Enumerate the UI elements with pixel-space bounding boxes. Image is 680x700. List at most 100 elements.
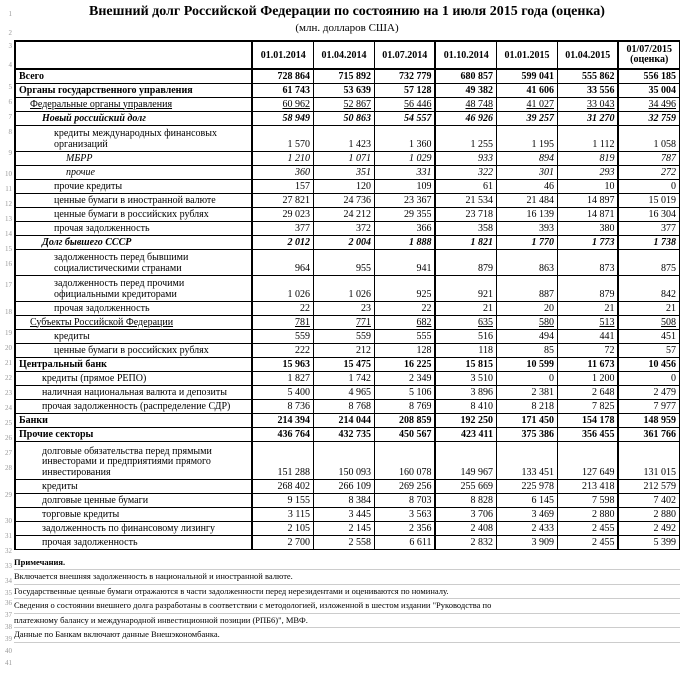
cell-value: 29 023 bbox=[252, 208, 313, 222]
cell-value: 2 479 bbox=[618, 386, 679, 400]
cell-value: 23 718 bbox=[435, 208, 496, 222]
cell-value: 2 012 bbox=[252, 236, 313, 250]
cell-value: 380 bbox=[557, 222, 618, 236]
cell-value: 360 bbox=[252, 166, 313, 180]
cell-value: 559 bbox=[313, 330, 374, 344]
cell-value: 15 815 bbox=[435, 358, 496, 372]
spreadsheet-view: 1234567891011121314151617181920212223242… bbox=[0, 4, 680, 643]
row-label: торговые кредиты bbox=[15, 508, 252, 522]
cell-value: 1 255 bbox=[435, 126, 496, 152]
cell-value: 27 821 bbox=[252, 194, 313, 208]
cell-value: 8 384 bbox=[313, 494, 374, 508]
cell-value: 513 bbox=[557, 316, 618, 330]
table-row: задолженность перед прочими официальными… bbox=[15, 276, 680, 302]
col-header: 01/07/2015 (оценка) bbox=[618, 41, 679, 69]
cell-value: 964 bbox=[252, 250, 313, 276]
cell-value: 423 411 bbox=[435, 428, 496, 442]
cell-value: 787 bbox=[618, 152, 679, 166]
cell-value: 2 408 bbox=[435, 522, 496, 536]
cell-value: 680 857 bbox=[435, 69, 496, 84]
col-header: 01.07.2014 bbox=[374, 41, 435, 69]
cell-value: 3 706 bbox=[435, 508, 496, 522]
cell-value: 508 bbox=[618, 316, 679, 330]
table-row: прочая задолженность22232221202121 bbox=[15, 302, 680, 316]
cell-value: 559 bbox=[252, 330, 313, 344]
row-label: прочие bbox=[15, 166, 252, 180]
footnote-line: Сведения о состоянии внешнего долга разр… bbox=[14, 599, 680, 613]
cell-value: 933 bbox=[435, 152, 496, 166]
row-label: ценные бумаги в иностранной валюте bbox=[15, 194, 252, 208]
page-subtitle: (млн. долларов США) bbox=[14, 22, 680, 34]
footnote-line: Включается внешняя задолженность в нацио… bbox=[14, 570, 680, 584]
cell-value: 14 871 bbox=[557, 208, 618, 222]
col-header: 01.01.2015 bbox=[496, 41, 557, 69]
cell-value: 127 649 bbox=[557, 442, 618, 480]
table-row: наличная национальная валюта и депозиты5… bbox=[15, 386, 680, 400]
cell-value: 212 579 bbox=[618, 480, 679, 494]
table-row: ценные бумаги в иностранной валюте27 821… bbox=[15, 194, 680, 208]
cell-value: 863 bbox=[496, 250, 557, 276]
cell-value: 377 bbox=[618, 222, 679, 236]
row-label: задолженность перед бывшими социалистиче… bbox=[15, 250, 252, 276]
cell-value: 20 bbox=[496, 302, 557, 316]
cell-value: 1 888 bbox=[374, 236, 435, 250]
cell-value: 118 bbox=[435, 344, 496, 358]
cell-value: 8 410 bbox=[435, 400, 496, 414]
cell-value: 580 bbox=[496, 316, 557, 330]
cell-value: 356 455 bbox=[557, 428, 618, 442]
cell-value: 8 769 bbox=[374, 400, 435, 414]
cell-value: 6 611 bbox=[374, 536, 435, 550]
cell-value: 4 965 bbox=[313, 386, 374, 400]
cell-value: 9 155 bbox=[252, 494, 313, 508]
table-row: Долг бывшего СССР2 0122 0041 8881 8211 7… bbox=[15, 236, 680, 250]
cell-value: 2 455 bbox=[557, 536, 618, 550]
cell-value: 192 250 bbox=[435, 414, 496, 428]
cell-value: 8 828 bbox=[435, 494, 496, 508]
cell-value: 879 bbox=[435, 250, 496, 276]
cell-value: 16 225 bbox=[374, 358, 435, 372]
cell-value: 268 402 bbox=[252, 480, 313, 494]
row-label: кредиты bbox=[15, 330, 252, 344]
cell-value: 149 967 bbox=[435, 442, 496, 480]
row-label: долговые ценные бумаги bbox=[15, 494, 252, 508]
cell-value: 21 bbox=[557, 302, 618, 316]
row-label: наличная национальная валюта и депозиты bbox=[15, 386, 252, 400]
cell-value: 1 738 bbox=[618, 236, 679, 250]
cell-value: 7 825 bbox=[557, 400, 618, 414]
cell-value: 494 bbox=[496, 330, 557, 344]
footnote-line: платежному балансу и международной инвес… bbox=[14, 614, 680, 628]
page-title: Внешний долг Российской Федерации по сос… bbox=[14, 4, 680, 20]
cell-value: 213 418 bbox=[557, 480, 618, 494]
cell-value: 53 639 bbox=[313, 84, 374, 98]
cell-value: 150 093 bbox=[313, 442, 374, 480]
cell-value: 1 058 bbox=[618, 126, 679, 152]
cell-value: 48 748 bbox=[435, 98, 496, 112]
cell-value: 941 bbox=[374, 250, 435, 276]
cell-value: 682 bbox=[374, 316, 435, 330]
cell-value: 157 bbox=[252, 180, 313, 194]
cell-value: 3 445 bbox=[313, 508, 374, 522]
cell-value: 31 270 bbox=[557, 112, 618, 126]
footnote-line: Государственные ценные бумаги отражаются… bbox=[14, 585, 680, 599]
table-row: Субъекты Российской Федерации78177168263… bbox=[15, 316, 680, 330]
cell-value: 54 557 bbox=[374, 112, 435, 126]
cell-value: 8 768 bbox=[313, 400, 374, 414]
cell-value: 894 bbox=[496, 152, 557, 166]
cell-value: 887 bbox=[496, 276, 557, 302]
cell-value: 8 703 bbox=[374, 494, 435, 508]
cell-value: 450 567 bbox=[374, 428, 435, 442]
cell-value: 2 356 bbox=[374, 522, 435, 536]
cell-value: 3 510 bbox=[435, 372, 496, 386]
table-row: ценные бумаги в российских рублях29 0232… bbox=[15, 208, 680, 222]
cell-value: 50 863 bbox=[313, 112, 374, 126]
cell-value: 3 896 bbox=[435, 386, 496, 400]
cell-value: 269 256 bbox=[374, 480, 435, 494]
cell-value: 432 735 bbox=[313, 428, 374, 442]
cell-value: 377 bbox=[252, 222, 313, 236]
cell-value: 133 451 bbox=[496, 442, 557, 480]
cell-value: 56 446 bbox=[374, 98, 435, 112]
row-label: задолженность перед прочими официальными… bbox=[15, 276, 252, 302]
row-label: МБРР bbox=[15, 152, 252, 166]
table-row: торговые кредиты3 1153 4453 5633 7063 46… bbox=[15, 508, 680, 522]
table-row: прочая задолженность (распределение СДР)… bbox=[15, 400, 680, 414]
